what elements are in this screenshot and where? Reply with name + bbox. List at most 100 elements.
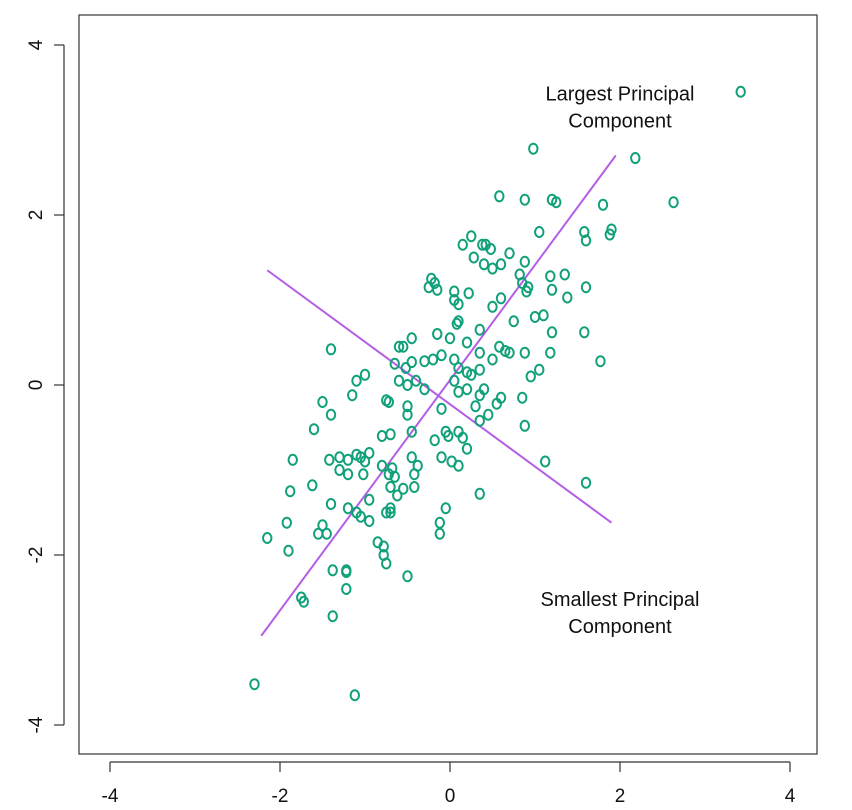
data-point xyxy=(317,519,328,532)
data-point xyxy=(325,498,337,510)
data-point xyxy=(427,353,439,366)
data-point xyxy=(376,430,388,442)
x-tick-label: 2 xyxy=(615,786,626,807)
axes: -4 -2 0 2 4 -4 -2 0 2 4 xyxy=(26,39,796,807)
data-point xyxy=(376,459,388,472)
data-point xyxy=(495,391,507,404)
data-point xyxy=(579,226,590,238)
data-point xyxy=(398,340,409,353)
data-point xyxy=(341,583,352,595)
data-point xyxy=(436,349,447,362)
data-point xyxy=(449,285,460,298)
data-point xyxy=(453,315,464,328)
data-point xyxy=(432,283,443,296)
data-point xyxy=(466,368,477,381)
data-point xyxy=(579,326,590,339)
data-point xyxy=(538,309,549,322)
y-tick-label: -2 xyxy=(26,547,47,564)
data-point xyxy=(487,353,498,366)
data-point xyxy=(546,283,558,296)
data-point xyxy=(385,428,396,441)
data-point xyxy=(487,300,498,313)
data-point xyxy=(478,383,490,396)
data-point xyxy=(562,291,573,304)
data-point xyxy=(385,481,396,493)
smallest-annotation-line: Component xyxy=(568,616,672,638)
data-point xyxy=(325,343,337,356)
data-point xyxy=(359,455,371,468)
plot-frame xyxy=(78,14,818,755)
data-point xyxy=(307,479,318,492)
data-point xyxy=(429,434,440,447)
data-point xyxy=(364,447,375,459)
data-point xyxy=(285,485,296,498)
y-tick-label: -4 xyxy=(26,716,47,733)
data-point xyxy=(434,527,445,540)
data-point xyxy=(495,292,507,305)
data-point xyxy=(392,489,403,502)
data-point xyxy=(440,502,451,515)
data-point xyxy=(668,196,679,209)
data-point xyxy=(545,346,556,359)
data-point xyxy=(551,196,562,209)
smallest-pc-line xyxy=(266,269,613,524)
data-point xyxy=(735,85,746,98)
data-point xyxy=(580,281,592,294)
data-point xyxy=(580,234,592,247)
data-point xyxy=(483,408,494,421)
data-point xyxy=(410,374,422,387)
data-point xyxy=(325,408,337,421)
data-point xyxy=(630,152,641,165)
data-point xyxy=(546,326,558,339)
data-point xyxy=(443,430,454,442)
largest-annotation-line: Component xyxy=(568,110,672,132)
y-tick-label: 4 xyxy=(26,39,47,50)
data-point xyxy=(342,468,354,481)
data-point xyxy=(463,287,474,300)
data-point xyxy=(508,315,519,328)
data-point xyxy=(406,332,417,345)
data-point xyxy=(281,516,292,529)
data-point xyxy=(478,258,490,271)
data-point xyxy=(436,402,447,415)
data-point xyxy=(406,356,417,369)
x-tick-label: -4 xyxy=(102,786,119,807)
data-point xyxy=(494,190,505,203)
data-point xyxy=(466,230,477,243)
data-point xyxy=(517,391,528,404)
data-point xyxy=(474,346,485,359)
data-point xyxy=(389,357,400,370)
data-point xyxy=(457,238,468,251)
data-point xyxy=(262,532,273,544)
data-point xyxy=(580,476,592,489)
data-point xyxy=(419,383,430,396)
data-point xyxy=(487,262,498,275)
data-point xyxy=(504,346,515,359)
data-point xyxy=(444,332,456,345)
data-point xyxy=(453,459,464,472)
x-tick-label: -2 xyxy=(272,786,289,807)
data-point xyxy=(385,506,396,519)
data-point xyxy=(298,595,309,608)
data-point xyxy=(559,268,570,281)
data-point xyxy=(355,510,366,523)
data-point xyxy=(545,270,556,283)
principal-component-lines xyxy=(260,154,617,637)
data-point xyxy=(504,247,515,260)
data-point xyxy=(604,228,615,241)
data-point xyxy=(485,243,496,255)
data-point xyxy=(534,363,545,376)
data-point xyxy=(436,451,447,464)
data-point xyxy=(249,678,260,691)
data-point xyxy=(358,468,369,481)
data-point xyxy=(457,431,468,444)
data-point xyxy=(519,419,530,432)
data-points xyxy=(249,85,746,702)
x-tick-label: 4 xyxy=(785,786,796,807)
data-point xyxy=(349,689,360,702)
data-point xyxy=(381,557,392,570)
data-point xyxy=(495,258,507,271)
data-point xyxy=(393,374,405,387)
data-point xyxy=(470,400,481,413)
